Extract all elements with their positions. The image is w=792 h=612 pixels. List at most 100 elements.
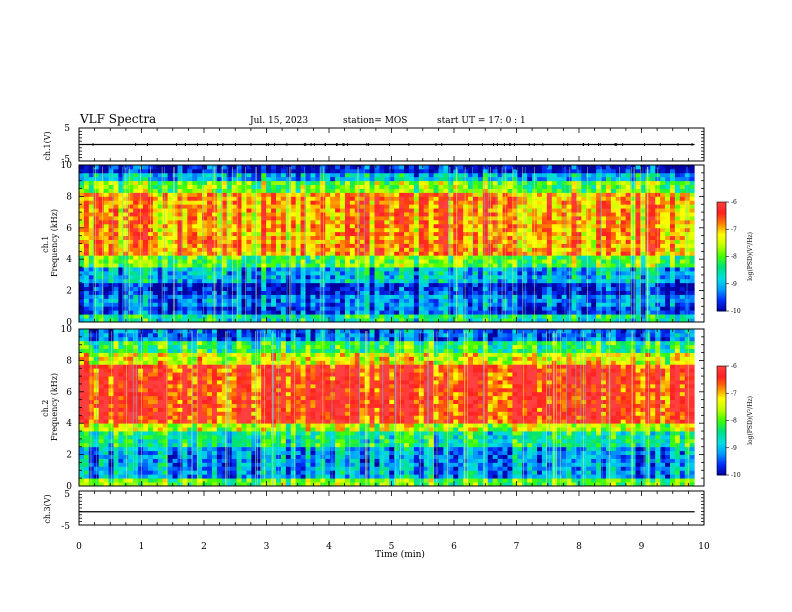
- spectrogram-cell: [384, 216, 390, 221]
- spectrogram-cell: [369, 165, 375, 170]
- spectrogram-cell: [118, 192, 124, 197]
- spectrogram-cell: [108, 235, 114, 240]
- spectrogram-cell: [423, 247, 430, 252]
- spectrogram-cell: [473, 196, 479, 201]
- spectrogram-cell: [162, 282, 169, 288]
- spectrogram-cell: [532, 270, 538, 276]
- spectrogram-cell: [625, 274, 631, 280]
- spectrogram-cell: [216, 298, 223, 303]
- spectrogram-cell: [231, 192, 237, 197]
- spectrogram-cell: [541, 204, 548, 209]
- spectrogram-cell: [103, 227, 109, 233]
- spectrogram-cell: [128, 172, 134, 178]
- spectrogram-cell: [497, 165, 503, 170]
- spectrogram-cell: [433, 235, 439, 240]
- spectrogram-cell: [172, 259, 178, 264]
- spectrogram-cell: [556, 270, 563, 276]
- spectrogram-cell: [497, 259, 503, 264]
- spectrogram-cell: [335, 298, 341, 303]
- spectrogram-cell: [404, 212, 410, 217]
- spectrogram-cell: [315, 168, 321, 174]
- spectrogram-cell: [300, 302, 306, 307]
- spectrogram-cell: [266, 172, 272, 178]
- spectrogram-cell: [527, 294, 533, 299]
- spectrogram-cell: [448, 255, 454, 260]
- spectrogram-cell: [665, 247, 671, 252]
- spectrogram-cell: [404, 306, 410, 311]
- spectrogram-cell: [665, 243, 671, 248]
- spectrogram-cell: [300, 267, 306, 272]
- spectrogram-cell: [458, 227, 464, 233]
- spectrogram-cell: [620, 278, 627, 284]
- spectrogram-cell: [325, 168, 331, 174]
- spectrogram-cell: [167, 176, 173, 182]
- spectrogram-cell: [596, 270, 602, 276]
- spectrogram-cell: [290, 282, 297, 288]
- spectrogram-cell: [354, 259, 361, 264]
- spectrogram-cell: [83, 270, 90, 276]
- spectrogram-cell: [103, 278, 109, 284]
- spectrogram-cell: [389, 227, 395, 233]
- spectrogram-cell: [517, 310, 523, 315]
- spectrogram-cell: [251, 282, 257, 288]
- spectrogram-cell: [187, 255, 193, 260]
- spectrogram-cell: [103, 286, 109, 291]
- spectrogram-cell: [310, 267, 316, 272]
- spectrogram-cell: [605, 255, 612, 260]
- spectrogram-cell: [290, 176, 297, 182]
- spectrogram-cell: [133, 216, 139, 221]
- spectrogram-cell: [349, 247, 356, 252]
- spectrogram-cell: [162, 294, 169, 299]
- spectrogram-cell: [221, 188, 228, 193]
- spectrogram-cell: [610, 168, 617, 174]
- spectrogram-cell: [162, 208, 169, 213]
- spectrogram-cell: [177, 263, 183, 268]
- spectrogram-cell: [566, 294, 572, 299]
- spectrogram-cell: [670, 267, 676, 272]
- spectrogram-cell: [418, 219, 425, 225]
- spectrogram-cell: [571, 223, 577, 229]
- spectrogram-cell: [527, 247, 533, 252]
- spectrogram-cell: [167, 314, 173, 319]
- spectrogram-cell: [546, 267, 553, 272]
- spectrogram-cell: [610, 270, 617, 276]
- spectrogram-cell: [453, 172, 459, 178]
- spectrogram-cell: [138, 212, 144, 217]
- spectrogram-cell: [507, 278, 513, 284]
- spectrogram-cell: [389, 290, 395, 295]
- spectrogram-cell: [177, 270, 183, 276]
- spectrogram-cell: [133, 219, 139, 225]
- spectrogram-cell: [596, 208, 602, 213]
- spectrogram-cell: [349, 255, 356, 260]
- spectrogram-cell: [566, 247, 572, 252]
- spectrogram-cell: [236, 231, 242, 237]
- spectrogram-cell: [497, 223, 503, 229]
- spectrogram-cell: [601, 219, 607, 225]
- spectrogram-cell: [610, 204, 617, 209]
- spectrogram-cell: [310, 270, 316, 276]
- spectrogram-cell: [571, 310, 577, 315]
- spectrogram-cell: [157, 255, 164, 260]
- spectrogram-cell: [241, 176, 247, 182]
- spectrogram-cell: [458, 247, 464, 252]
- spectrogram-cell: [143, 318, 149, 323]
- spectrogram-cell: [290, 165, 297, 170]
- spectrogram-cell: [192, 286, 198, 291]
- spectrogram-cell: [532, 165, 538, 170]
- spectrogram-cell: [497, 188, 503, 193]
- spectrogram-cell: [438, 231, 444, 237]
- spectrogram-cell: [226, 302, 233, 307]
- spectrogram-cell: [335, 263, 341, 268]
- spectrogram-cell: [285, 216, 292, 221]
- spectrogram-cell: [285, 286, 292, 291]
- spectrogram-cell: [93, 314, 100, 319]
- spectrogram-cell: [226, 219, 233, 225]
- spectrogram-cell: [408, 219, 415, 225]
- spectrogram-cell: [305, 231, 311, 237]
- spectrogram-cell: [320, 263, 326, 268]
- spectrogram-cell: [468, 259, 474, 264]
- spectrogram-cell: [236, 172, 242, 178]
- spectrogram-cell: [231, 270, 237, 276]
- spectrogram-cell: [537, 239, 543, 244]
- spectrogram-cell: [492, 282, 499, 288]
